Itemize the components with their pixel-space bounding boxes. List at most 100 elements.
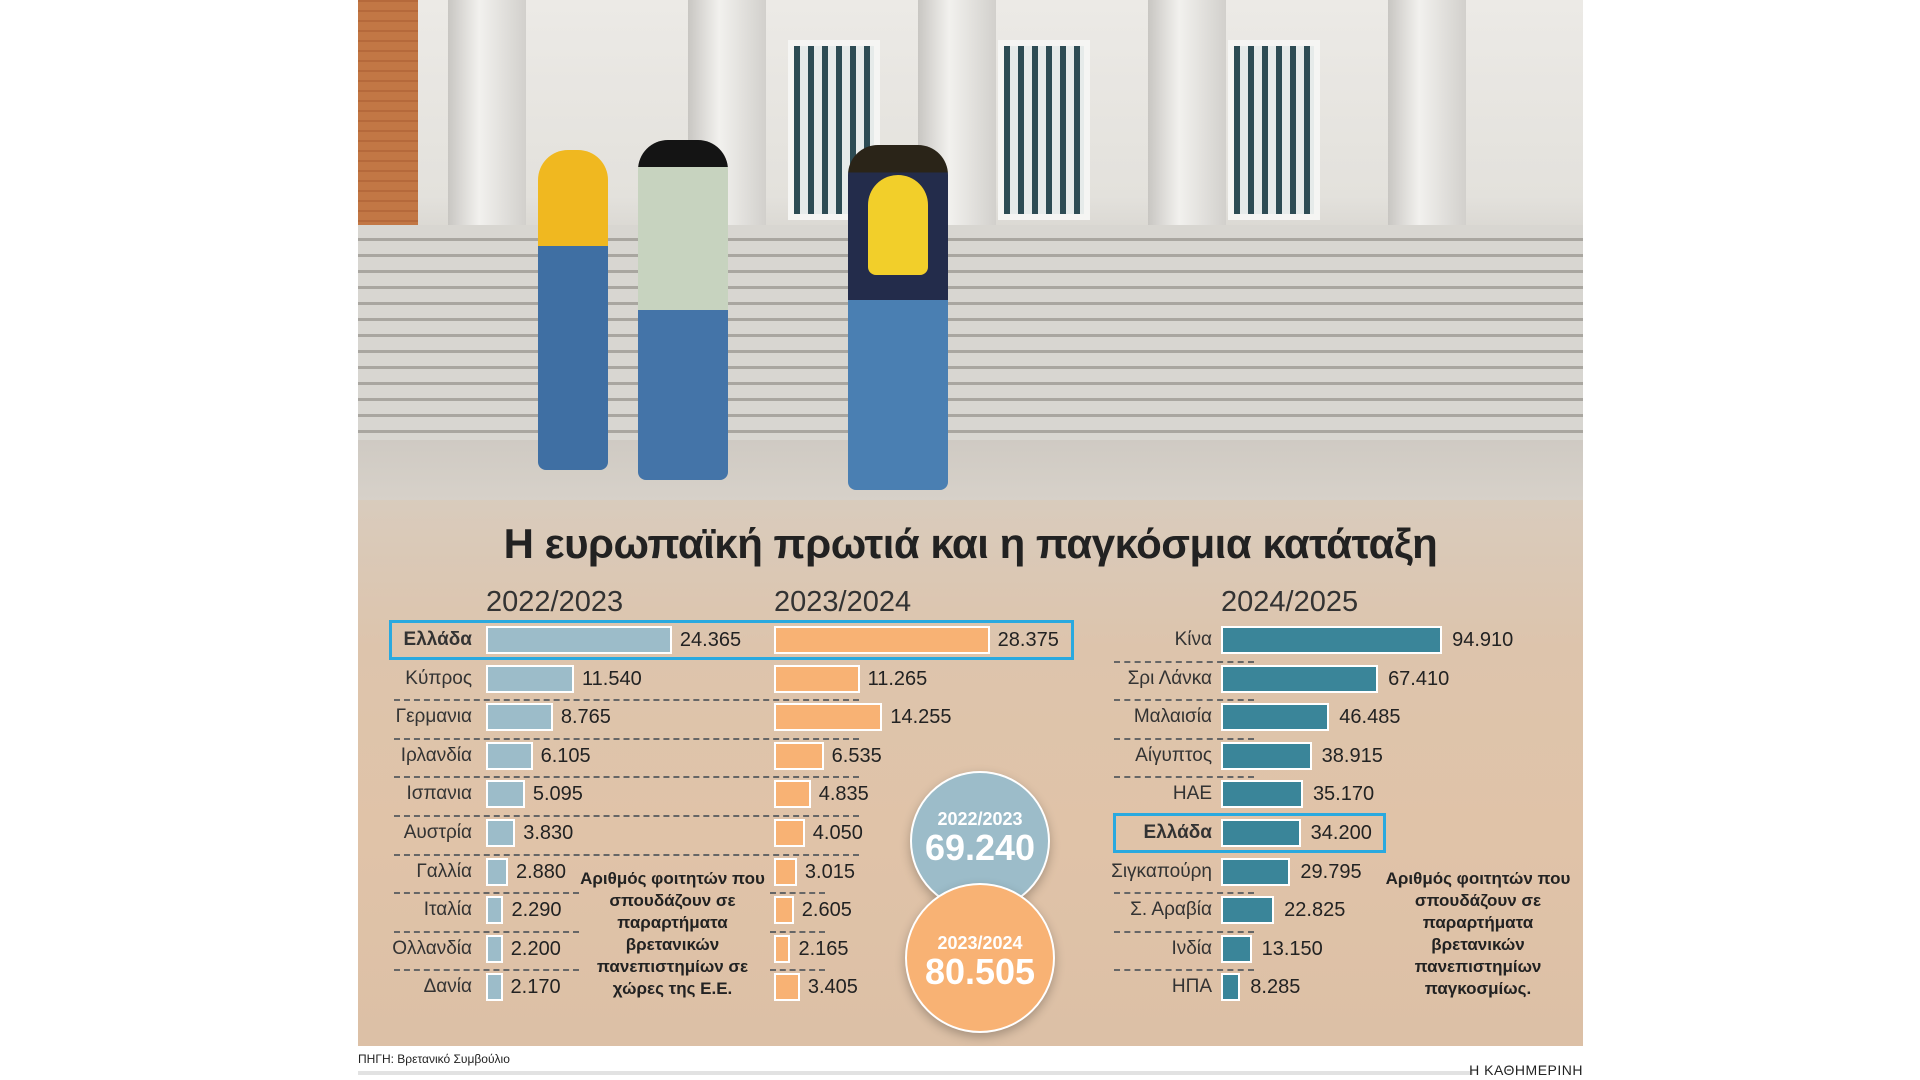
total-value: 80.505 [924, 951, 1036, 992]
bar-2023-2024 [774, 626, 990, 654]
row-divider [1114, 930, 1254, 933]
row-divider [770, 969, 825, 972]
row-divider [1114, 892, 1254, 895]
value-label: 11.265 [867, 667, 928, 690]
value-label: 94.910 [1452, 629, 1514, 651]
value-label: 3.015 [804, 860, 855, 883]
bar-2023-2024 [774, 664, 860, 693]
row-divider [394, 969, 579, 972]
row-divider [1114, 969, 1254, 972]
value-label: 6.535 [831, 744, 882, 767]
student-figure [538, 150, 608, 470]
column [448, 0, 526, 230]
value-label: 14.255 [890, 706, 952, 729]
infographic-panel: Η ευρωπαϊκή πρωτιά και η παγκόσμια κατάτ… [358, 0, 1583, 1046]
student-figure [638, 140, 728, 480]
bar-2023-2024 [774, 896, 794, 925]
door [998, 40, 1090, 220]
world-country-label: ΗΑΕ [1172, 783, 1212, 805]
row-divider [770, 892, 825, 895]
brick-wall [358, 0, 418, 230]
world-country-label: Ελλάδα [1143, 822, 1212, 843]
total-period: 2022/2023 [937, 809, 1023, 829]
value-label: 4.835 [818, 783, 869, 806]
greece-highlight-world [1113, 813, 1386, 853]
value-label: 2.605 [801, 899, 852, 922]
eu-country-label: Ολλανδία [392, 937, 472, 959]
row-divider [394, 737, 859, 740]
total-period: 2023/2024 [937, 933, 1023, 953]
value-label: 13.150 [1261, 937, 1323, 960]
row-divider [1114, 699, 1254, 702]
eu-country-label: Δανία [423, 976, 472, 998]
column [1388, 0, 1466, 230]
world-country-label: Αίγυπτος [1135, 744, 1212, 766]
value-label: 2.290 [511, 899, 562, 922]
row-divider [1114, 776, 1254, 779]
bar-2023-2024 [774, 780, 811, 809]
bar-2022-2023 [486, 973, 503, 1002]
row-divider [1114, 660, 1254, 663]
world-note: Αριθμός φοιτητών που σπουδάζουν σε παραρ… [1385, 869, 1571, 998]
total-bubble-2022: 2022/2023 69.240 [910, 771, 1050, 911]
bar-2024-2025 [1221, 703, 1330, 732]
background-photo [358, 0, 1583, 500]
brand-logo: Η ΚΑΘΗΜΕΡΙΝΗ [1469, 1062, 1583, 1078]
eu-country-label: Ελλάδα [403, 629, 472, 650]
row-divider [394, 815, 859, 817]
world-country-label: Σρι Λάνκα [1127, 667, 1212, 689]
bar-2023-2024 [774, 973, 800, 1002]
bar-2022-2023 [486, 741, 533, 770]
bar-2024-2025 [1221, 819, 1301, 847]
eu-country-label: Γαλλία [416, 860, 472, 882]
row-divider [394, 930, 579, 933]
bar-2022-2023 [486, 780, 525, 809]
value-label: 2.170 [510, 976, 561, 999]
row-divider [394, 776, 859, 779]
value-label: 2.200 [510, 937, 561, 960]
value-label: 2.165 [798, 937, 849, 960]
value-label: 34.200 [1310, 822, 1372, 844]
value-label: 46.485 [1339, 706, 1401, 729]
bar-2023-2024 [774, 819, 805, 847]
bar-2022-2023 [486, 857, 508, 886]
row-divider [770, 930, 825, 933]
value-label: 67.410 [1388, 667, 1450, 690]
world-country-label: Σιγκαπούρη [1111, 860, 1212, 882]
column-header-2024: 2024/2025 [1221, 586, 1359, 618]
world-country-label: ΗΠΑ [1171, 976, 1212, 998]
value-label: 28.375 [997, 629, 1059, 651]
eu-country-label: Αυστρία [403, 822, 472, 843]
bar-2024-2025 [1221, 896, 1275, 925]
value-label: 22.825 [1284, 899, 1346, 922]
value-label: 3.830 [523, 822, 574, 844]
value-label: 2.880 [515, 860, 567, 883]
world-country-label: Σ. Αραβία [1130, 899, 1212, 921]
bar-2024-2025 [1221, 973, 1241, 1002]
eu-country-label: Ισπανια [406, 783, 472, 805]
eu-country-label: Κύπρος [405, 667, 472, 689]
source-note: ΠΗΓΗ: Βρετανικό Συμβούλιο [358, 1052, 510, 1066]
world-country-label: Κίνα [1174, 629, 1212, 650]
door [788, 40, 880, 220]
row-divider [394, 853, 859, 856]
bar-2023-2024 [774, 934, 791, 963]
value-label: 8.285 [1250, 976, 1301, 999]
bar-2023-2024 [774, 857, 797, 886]
column [1148, 0, 1226, 230]
bar-2024-2025 [1221, 857, 1291, 886]
row-divider [394, 892, 579, 895]
bar-2022-2023 [486, 896, 504, 925]
bar-2024-2025 [1221, 780, 1303, 809]
column-header-2023: 2023/2024 [774, 586, 912, 618]
bar-2024-2025 [1221, 626, 1443, 654]
value-label: 11.540 [582, 667, 642, 690]
value-label: 5.095 [532, 783, 583, 806]
eu-note: Αριθμός φοιτητών που σπουδάζουν σε παραρ… [580, 869, 765, 998]
world-country-label: Ινδία [1171, 937, 1212, 959]
value-label: 35.170 [1312, 783, 1375, 806]
bar-2022-2023 [486, 664, 575, 693]
bar-2022-2023 [486, 934, 503, 963]
value-label: 29.795 [1300, 860, 1362, 883]
bar-2023-2024 [774, 741, 824, 770]
